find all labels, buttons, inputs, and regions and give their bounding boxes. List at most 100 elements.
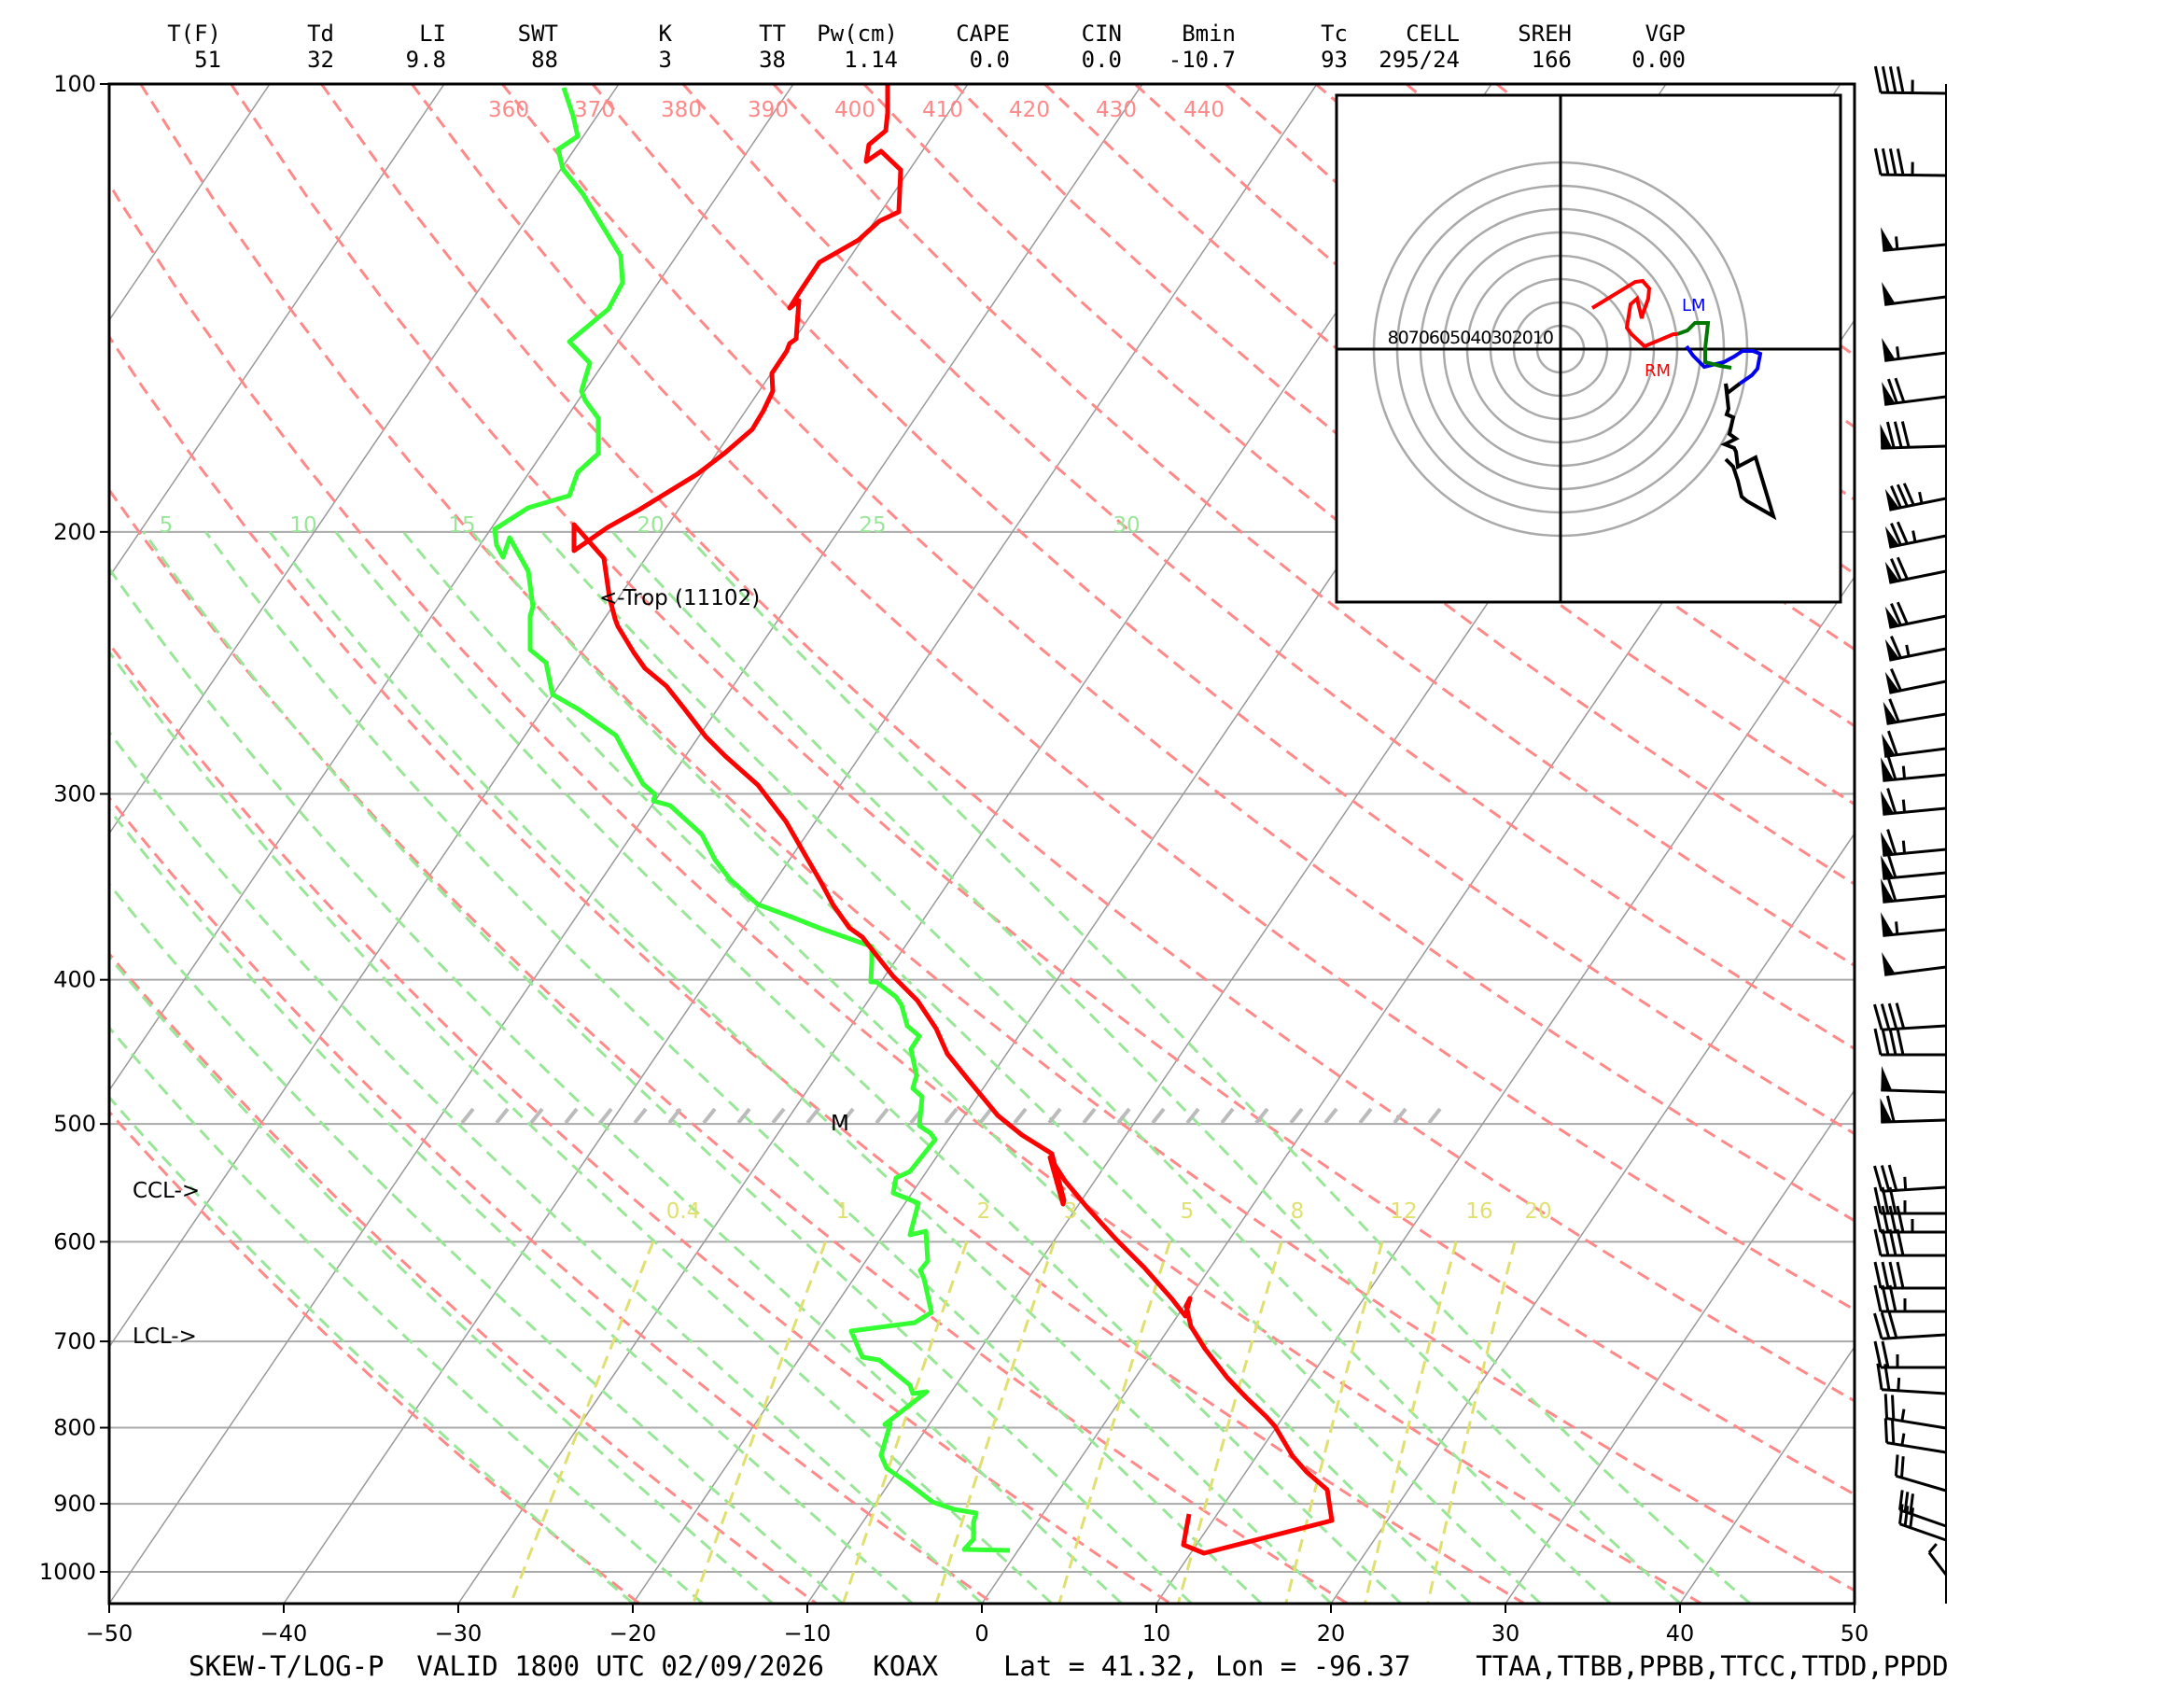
mixing-ratio-label: 16: [1465, 1199, 1492, 1224]
barb-full: [1875, 1029, 1881, 1055]
barb-full: [1893, 1395, 1894, 1420]
wind-barb: [1875, 1262, 1946, 1288]
barb-full: [1897, 1262, 1903, 1288]
wind-barb: [1881, 1066, 1946, 1092]
freezing-hash-mark: [773, 1109, 784, 1123]
barb-full: [1897, 1003, 1904, 1029]
dry-adiabat-line: [412, 84, 2184, 1609]
barb-shaft: [1882, 1390, 1946, 1394]
wind-barb: [1874, 1312, 1946, 1339]
x-tick-label: 30: [1491, 1620, 1520, 1647]
theta-label: 370: [574, 98, 615, 122]
wind-barb: [1875, 1206, 1946, 1232]
dry-adiabat-line: [0, 84, 1357, 1609]
freezing-hash-mark: [1084, 1109, 1095, 1123]
barb-full: [1902, 1456, 1904, 1478]
moist-adiabat-label: 5: [160, 513, 174, 538]
freezing-hash-mark: [1291, 1109, 1302, 1123]
barb-full: [1882, 1166, 1889, 1191]
moist-adiabat-line: [83, 532, 1121, 1604]
barb-shaft: [1887, 1419, 1946, 1428]
wind-barbs-column: [1874, 66, 1946, 1604]
wind-barb: [1883, 699, 1946, 724]
freezing-hash-mark: [945, 1109, 957, 1123]
barb-full: [1929, 1544, 1937, 1552]
background-reference-lines: [0, 84, 2184, 1609]
isotherm-line: [0, 84, 270, 1604]
mixing-ratio-line: [1364, 1241, 1456, 1609]
chart-footer-caption: SKEW-T/LOG-P VALID 1800 UTC 02/09/2026 K…: [189, 1650, 1949, 1682]
barb-full: [1883, 1341, 1888, 1367]
theta-label: 410: [922, 98, 963, 122]
y-tick-label: 100: [53, 71, 96, 97]
moist-adiabat-line: [683, 532, 1750, 1604]
wind-barb: [1900, 1504, 1946, 1540]
mixing-ratio-label: 8: [1291, 1199, 1305, 1224]
mixing-ratio-label: 1: [836, 1199, 850, 1224]
freezing-hash-mark: [876, 1109, 888, 1123]
wind-barb: [1881, 853, 1946, 879]
theta-label: 420: [1009, 98, 1050, 122]
wind-barb: [1875, 66, 1946, 93]
mixing-ratio-label: 5: [1181, 1199, 1195, 1224]
y-tick-label: 900: [53, 1491, 96, 1517]
moist-adiabat-line: [336, 532, 1401, 1604]
theta-label: 390: [748, 98, 789, 122]
moist-adiabat-line: [0, 532, 912, 1604]
dry-adiabat-line: [0, 84, 824, 1609]
barb-full: [1895, 422, 1901, 448]
wind-barb: [1881, 830, 1946, 856]
barb-full: [1896, 1454, 1897, 1476]
y-tick-label: 300: [53, 781, 96, 807]
y-tick-label: 500: [53, 1111, 96, 1137]
moist-adiabat-label: 25: [859, 513, 886, 538]
wind-barb: [1875, 1029, 1946, 1055]
x-tick-label: −20: [609, 1620, 657, 1647]
freezing-hash-mark: [704, 1109, 715, 1123]
moist-adiabat-line: [403, 532, 1471, 1604]
barb-half: [1898, 1378, 1899, 1391]
melting-level-marker: M: [831, 1112, 849, 1136]
x-tick-label: −30: [435, 1620, 483, 1647]
barb-full: [1890, 1029, 1896, 1055]
barb-shaft: [1900, 1524, 1946, 1540]
wind-barb: [1875, 148, 1946, 175]
y-tick-label: 400: [53, 967, 96, 993]
wind-barb: [1881, 789, 1946, 815]
barb-pennant: [1881, 912, 1894, 935]
wind-barb: [1881, 755, 1946, 781]
barb-full: [1883, 1262, 1888, 1288]
barb-half: [1903, 766, 1904, 779]
mixing-ratio-label: 12: [1390, 1199, 1417, 1224]
dry-adiabat-line: [0, 84, 647, 1609]
barb-full: [1890, 148, 1896, 175]
barb-half: [1907, 645, 1909, 656]
isotherm-line: [0, 84, 95, 1604]
wind-barb: [1885, 637, 1946, 661]
dry-adiabat-line: [0, 84, 1001, 1609]
wind-barb: [1929, 1544, 1946, 1575]
isotherm-line: [0, 84, 444, 1604]
wind-barb: [1880, 1096, 1946, 1122]
moist-adiabat-line: [0, 532, 843, 1604]
hodograph-lm-label: LM: [1682, 296, 1706, 315]
barb-shaft: [1896, 1476, 1946, 1491]
freezing-hash-mark: [497, 1109, 508, 1123]
y-tick-label: 200: [53, 519, 96, 545]
wind-barb: [1885, 522, 1946, 547]
mixing-ratio-line: [1426, 1241, 1515, 1609]
barb-half: [1902, 1409, 1904, 1422]
freezing-hash-mark: [1325, 1109, 1337, 1123]
x-tick-label: −40: [260, 1620, 308, 1647]
barb-full: [1883, 66, 1888, 92]
wind-barb: [1882, 378, 1946, 404]
barb-half: [1913, 531, 1915, 542]
barb-shaft: [1887, 1443, 1946, 1452]
barb-shaft: [1929, 1552, 1946, 1575]
theta-label: 430: [1096, 98, 1137, 122]
moist-adiabat-label: 20: [637, 513, 664, 538]
wind-barb: [1881, 876, 1946, 903]
x-tick-label: 20: [1317, 1620, 1346, 1647]
